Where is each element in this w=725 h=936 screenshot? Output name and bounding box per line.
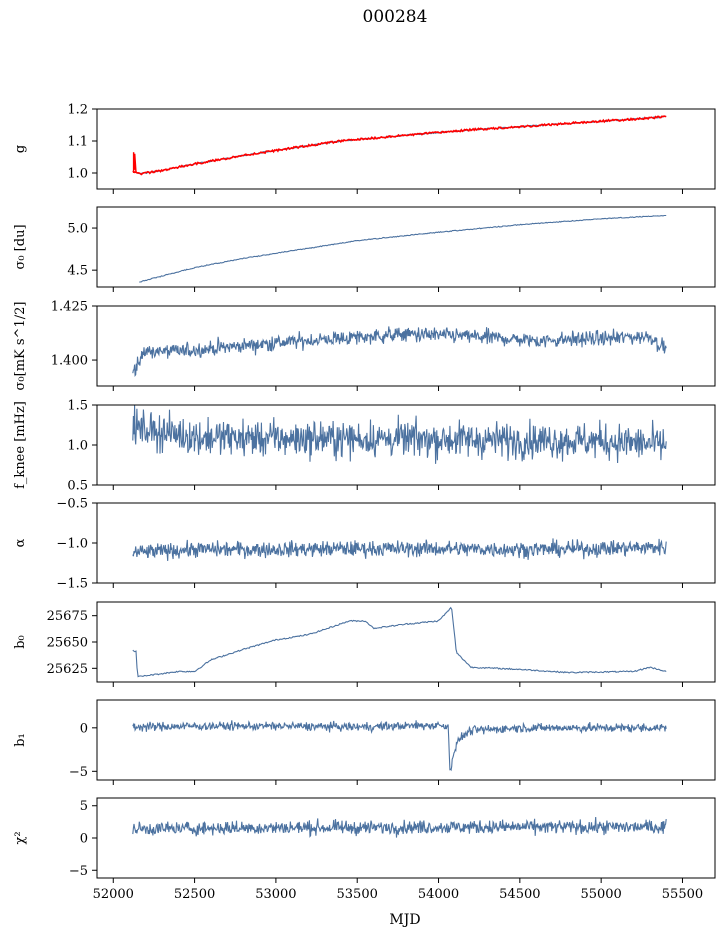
y-tick-label: 1.0 [67, 167, 88, 182]
y-tick-label: 25625 [47, 662, 88, 677]
y-tick-label: 1.2 [67, 103, 88, 118]
y-tick-label: 1.425 [51, 300, 88, 315]
y-tick-label: 5 [80, 799, 88, 814]
y-tick-label: −5 [69, 765, 88, 780]
x-tick-label: 55000 [580, 887, 621, 902]
y-axis-label: g [13, 145, 28, 153]
y-tick-label: −0.5 [56, 497, 88, 512]
axes-frame [96, 305, 716, 387]
axes-frame [96, 108, 716, 190]
axes-frame [96, 206, 716, 288]
series-line-1 [132, 538, 667, 561]
panel-4: 0.5 1.0 1.5 f_knee [mHz] [13, 399, 716, 494]
y-axis-label: f_knee [mHz] [13, 401, 28, 489]
y-tick-label: −5 [69, 864, 88, 879]
panels: 1.0 1.1 1.2 g 4.5 5.0 σ₀ [du] 1.400 1.425 σ₀[mK s… [13, 103, 716, 902]
y-tick-label: 1.5 [67, 399, 88, 414]
y-tick-label: 1.1 [67, 135, 88, 150]
x-tick-label: 53000 [255, 887, 296, 902]
series-line-1 [132, 405, 667, 464]
y-tick-label: 25675 [47, 609, 88, 624]
series-line-1 [139, 214, 667, 283]
series-line-1 [132, 816, 667, 838]
x-tick-label: 54000 [418, 887, 459, 902]
y-axis-label: σ₀[mK s^1/2] [13, 302, 28, 391]
axes-frame [96, 502, 716, 584]
series-spike [132, 152, 137, 174]
y-axis-label: b₀ [13, 635, 28, 649]
y-axis-label: σ₀ [du] [13, 224, 28, 269]
panel-3: 1.400 1.425 σ₀[mK s^1/2] [13, 300, 716, 391]
series-line-1 [132, 115, 667, 175]
panel-6: 25625 25650 25675 b₀ [13, 601, 716, 687]
x-tick-label: 52000 [93, 887, 134, 902]
x-tick-label: 53500 [337, 887, 378, 902]
panel-8: −5 0 5 52000 52500 53000 53500 54000 54500 55000 5… [13, 797, 716, 902]
y-tick-label: −1.5 [56, 577, 88, 592]
axes-frame [96, 699, 716, 781]
x-tick-label: 54500 [499, 887, 540, 902]
axes-frame [96, 601, 716, 683]
panel-5: −1.5 −1.0 −0.5 α [13, 497, 716, 592]
figure-title: 000284 [363, 7, 428, 27]
y-tick-label: 1.400 [51, 354, 88, 369]
panel-7: −5 0 b₁ [13, 699, 716, 785]
x-tick-label: 52500 [174, 887, 215, 902]
y-tick-label: 25650 [47, 636, 88, 651]
x-tick-label: 55500 [662, 887, 703, 902]
y-axis-label: χ² [13, 831, 28, 844]
y-axis-label: α [13, 538, 28, 547]
y-axis-label: b₁ [13, 733, 28, 747]
y-tick-label: 5.0 [67, 222, 88, 237]
axes-frame [96, 797, 716, 879]
series-line-2 [132, 115, 667, 176]
y-tick-label: 1.0 [67, 439, 88, 454]
series-line-1 [132, 720, 667, 772]
y-tick-label: 0 [80, 832, 88, 847]
y-tick-label: −1.0 [56, 537, 88, 552]
x-axis-label: MJD [389, 912, 420, 928]
series-line-1 [132, 326, 667, 378]
y-tick-label: 0.5 [67, 479, 88, 494]
series-line-1 [132, 606, 667, 678]
panel-1: 1.0 1.1 1.2 g [13, 103, 716, 194]
y-tick-label: 0 [80, 721, 88, 736]
y-tick-label: 4.5 [67, 264, 88, 279]
panel-2: 4.5 5.0 σ₀ [du] [13, 206, 716, 292]
